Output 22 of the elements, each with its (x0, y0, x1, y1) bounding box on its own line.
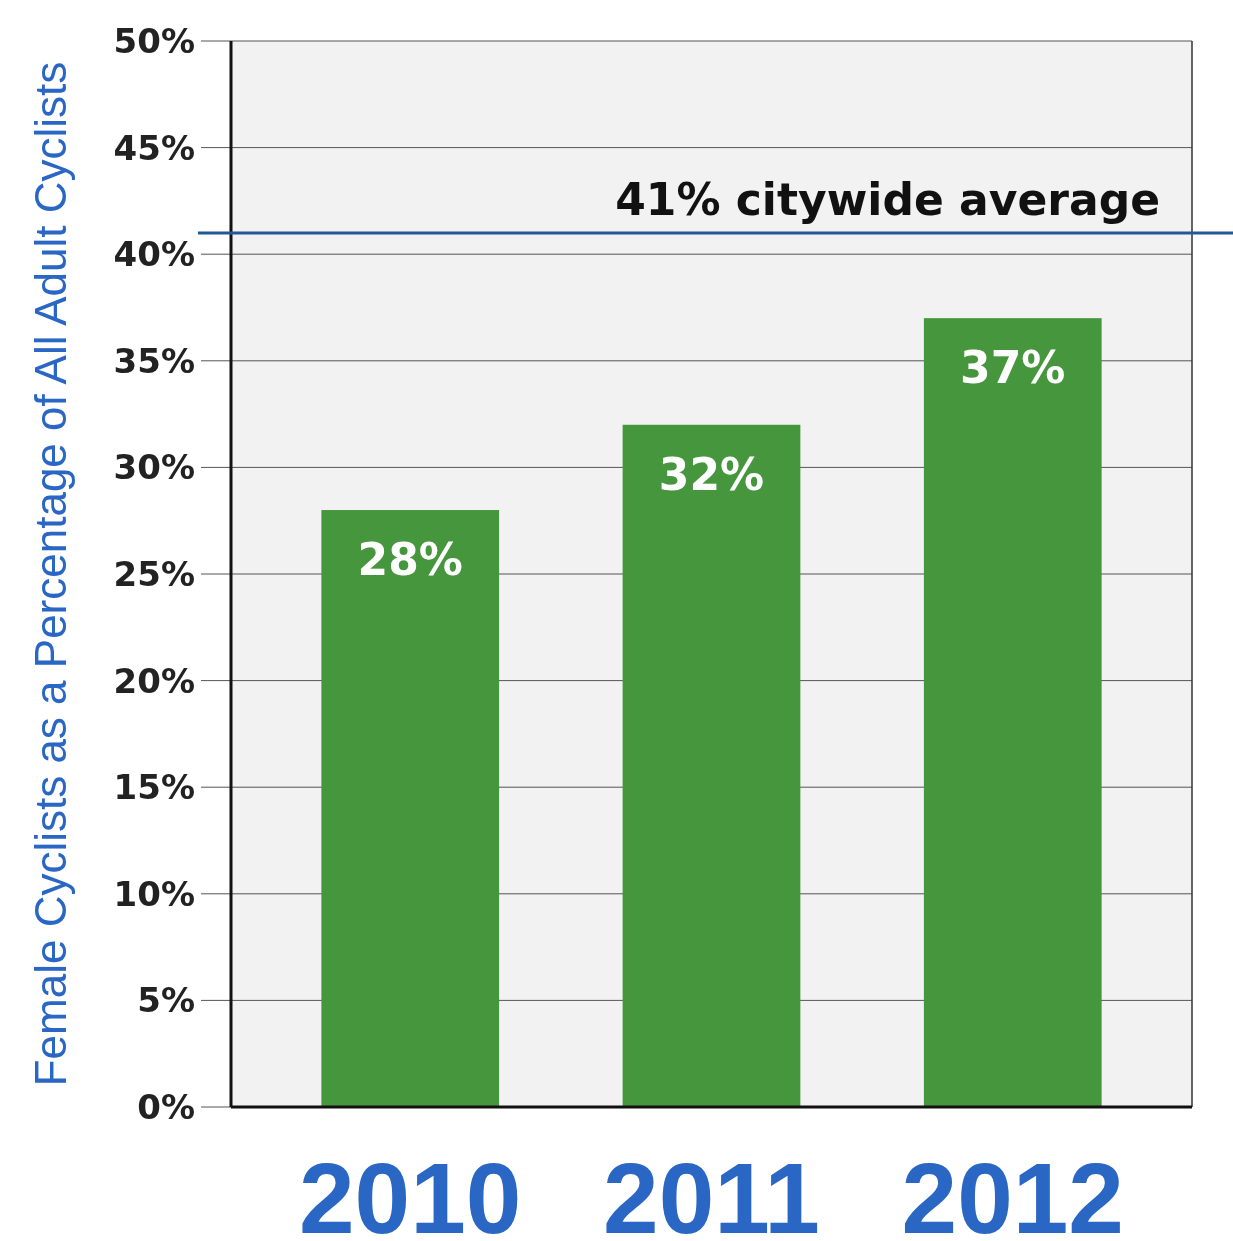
x-tick-label: 2010 (299, 1142, 522, 1241)
data-label: 32% (658, 448, 765, 500)
x-tick-label: 2012 (901, 1142, 1124, 1241)
y-tick-label: 10% (113, 873, 195, 914)
y-tick-label: 5% (137, 980, 195, 1021)
y-tick-label: 40% (113, 234, 195, 275)
y-tick-label: 15% (113, 767, 195, 808)
y-tick-label: 20% (113, 660, 195, 701)
data-label: 37% (960, 342, 1066, 394)
y-tick-label: 25% (113, 553, 195, 594)
y-tick-label: 50% (113, 20, 195, 61)
y-tick-label: 0% (137, 1086, 195, 1127)
bar (622, 424, 801, 1107)
y-tick-label: 30% (113, 447, 195, 488)
data-label: 28% (357, 534, 463, 586)
x-tick-label: 2011 (603, 1142, 820, 1241)
y-tick-label: 45% (113, 127, 195, 168)
ref-line-label: 41% citywide average (615, 173, 1160, 225)
y-axis-title: Female Cyclists as a Percentage of All Adult Cyclists (26, 61, 75, 1087)
y-tick-label: 35% (113, 340, 195, 381)
bar (321, 510, 500, 1107)
bar (923, 318, 1102, 1107)
